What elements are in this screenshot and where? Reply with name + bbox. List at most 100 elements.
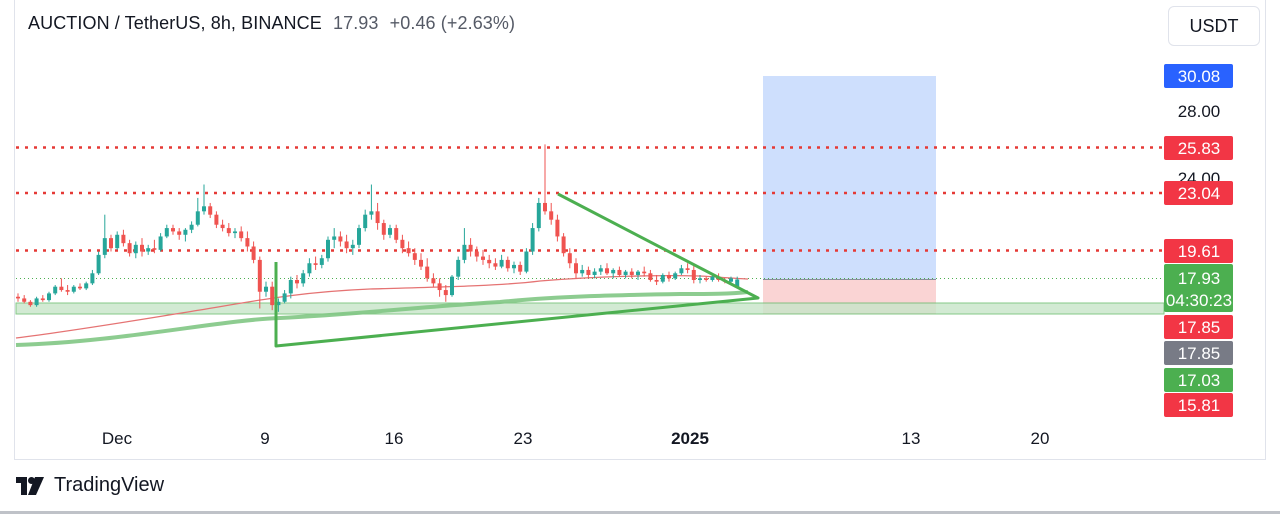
candle — [518, 264, 523, 272]
candle — [226, 228, 231, 234]
candle — [189, 224, 194, 230]
candle — [208, 206, 213, 215]
candle — [474, 251, 479, 257]
price-label-value: 15.81 — [1178, 396, 1221, 415]
candle — [419, 259, 423, 267]
candle — [629, 271, 634, 275]
candle — [245, 238, 250, 247]
candle — [78, 286, 82, 289]
candle — [592, 271, 597, 275]
price-label-box — [1164, 181, 1233, 205]
candle — [90, 273, 95, 284]
candle — [654, 280, 659, 282]
candle — [406, 248, 411, 254]
candle — [524, 251, 529, 272]
price-label-box — [1164, 393, 1233, 417]
brand-name: TradingView — [54, 474, 165, 496]
candle — [282, 293, 287, 302]
candle — [146, 248, 151, 252]
candle — [499, 259, 504, 267]
candle — [623, 271, 628, 275]
candle — [251, 246, 256, 260]
candle — [611, 269, 616, 274]
candle — [270, 286, 275, 306]
candle — [481, 256, 485, 260]
candle — [735, 279, 740, 288]
x-tick-23: 23 — [514, 429, 533, 448]
candle — [536, 202, 541, 229]
candle — [381, 223, 386, 235]
candle — [84, 283, 89, 289]
candle — [301, 273, 306, 284]
candle — [443, 290, 448, 296]
price-label-value: 30.08 — [1178, 67, 1221, 86]
candle — [102, 238, 107, 255]
candle — [642, 271, 647, 274]
candle — [96, 254, 101, 274]
candle — [152, 248, 157, 250]
price-label-box — [1164, 239, 1233, 263]
candle — [53, 286, 58, 294]
candle — [555, 219, 560, 237]
candle — [586, 269, 591, 275]
x-tick-dec: Dec — [102, 429, 133, 448]
candle — [319, 258, 324, 265]
last-price: 17.93 — [332, 13, 379, 33]
candle — [47, 293, 51, 301]
candle — [704, 278, 709, 281]
price-label-box — [1164, 368, 1233, 392]
candle — [394, 228, 399, 240]
candle — [493, 263, 498, 267]
candle — [450, 276, 454, 296]
candle — [369, 211, 374, 215]
x-tick-16: 16 — [385, 429, 404, 448]
price-change: +0.46 (+2.63%) — [389, 13, 516, 33]
candle — [636, 271, 640, 275]
candle — [462, 244, 467, 260]
candle — [295, 280, 299, 284]
candle — [140, 244, 144, 252]
candle — [549, 211, 554, 220]
candle — [127, 243, 132, 254]
currency-button[interactable]: USDT — [1168, 6, 1260, 46]
candle — [357, 228, 361, 245]
candle — [264, 286, 268, 292]
price-label-value: 17.93 — [1178, 269, 1221, 288]
candle — [412, 253, 417, 260]
candle — [617, 269, 622, 275]
candle — [183, 229, 188, 235]
candles-group — [16, 144, 740, 312]
candle — [164, 228, 169, 237]
candle — [456, 259, 461, 277]
candle — [233, 231, 237, 234]
price-label-value: 17.85 — [1178, 318, 1221, 337]
candle — [567, 253, 572, 264]
price-label-value: 19.61 — [1178, 242, 1221, 261]
candle — [195, 211, 200, 225]
tradingview-logo-icon — [16, 476, 44, 495]
candle — [121, 234, 126, 244]
candle — [598, 268, 603, 272]
price-label-value: 23.04 — [1178, 184, 1221, 203]
x-tick-13: 13 — [902, 429, 921, 448]
candle — [276, 301, 281, 306]
candle — [257, 259, 262, 292]
moving-average-red — [15, 275, 749, 339]
candle — [375, 211, 380, 224]
price-label-value: 17.03 — [1178, 371, 1221, 390]
candle — [574, 263, 578, 274]
candle — [239, 231, 244, 239]
target-zone — [763, 76, 936, 280]
candle — [580, 269, 585, 274]
price-label-box — [1164, 264, 1233, 312]
candle — [313, 263, 318, 265]
price-label-box — [1164, 315, 1233, 339]
candle — [202, 206, 206, 212]
price-label-box — [1164, 64, 1233, 88]
candle — [40, 298, 45, 301]
x-tick-20: 20 — [1031, 429, 1050, 448]
price-label-box — [1164, 136, 1233, 160]
tradingview-brand[interactable]: TradingView — [16, 474, 164, 497]
x-tick-2025: 2025 — [671, 429, 709, 448]
